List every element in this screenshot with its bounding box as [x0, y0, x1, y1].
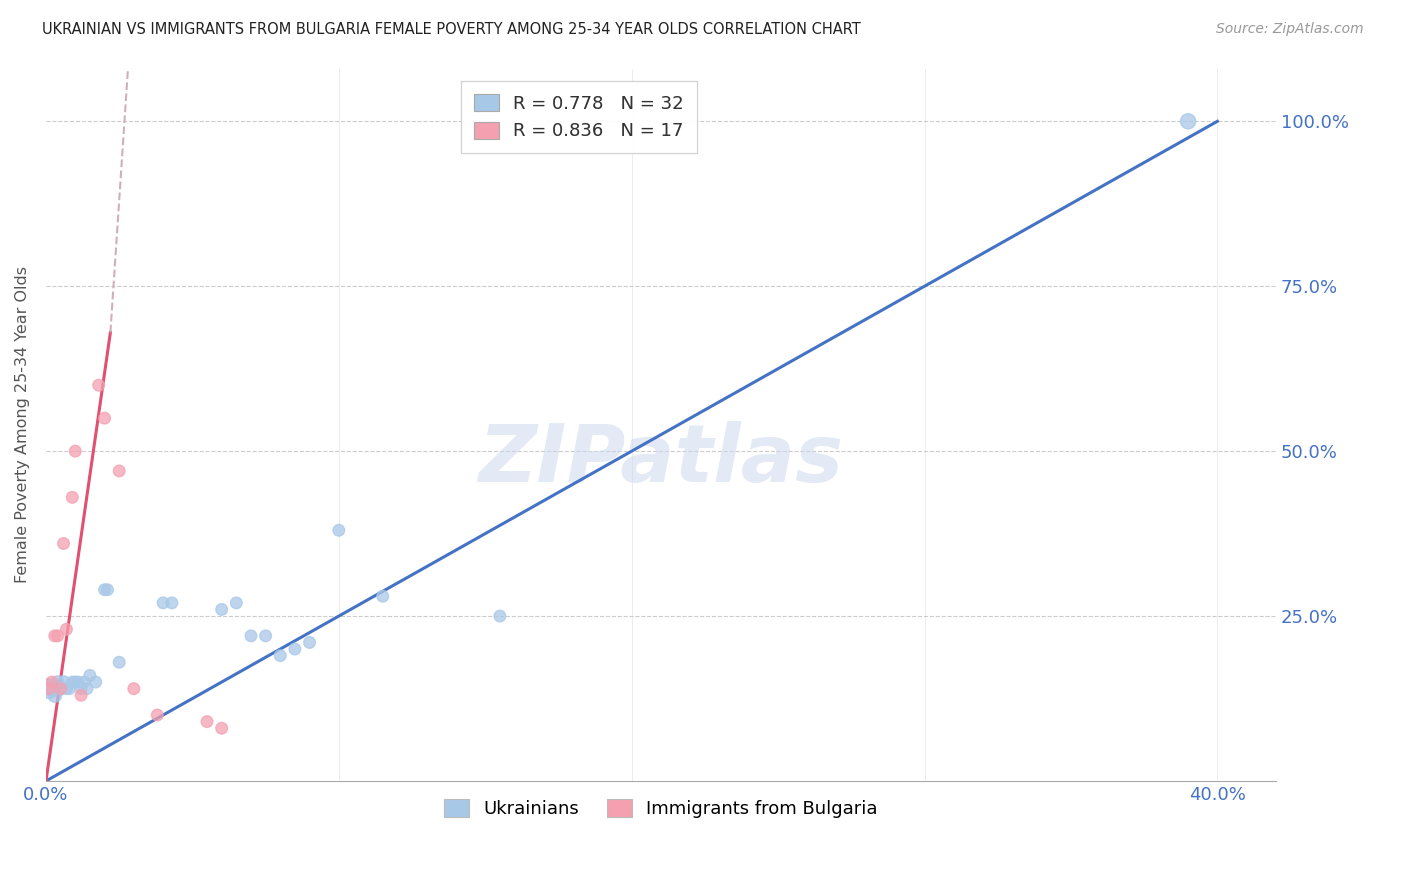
Point — [65, 675, 87, 690]
Point — [108, 464, 131, 478]
Text: ZIPatlas: ZIPatlas — [478, 421, 844, 500]
Point — [46, 675, 69, 690]
Point — [87, 378, 110, 392]
Point — [1177, 114, 1199, 128]
Point — [44, 629, 66, 643]
Point — [298, 635, 321, 649]
Point — [41, 675, 63, 690]
Point — [76, 681, 98, 696]
Point — [70, 681, 93, 696]
Point — [269, 648, 291, 663]
Point — [239, 629, 262, 643]
Point — [254, 629, 277, 643]
Point — [49, 681, 72, 696]
Point — [489, 609, 512, 624]
Point — [41, 681, 63, 696]
Point — [122, 681, 145, 696]
Point — [55, 681, 77, 696]
Point — [73, 675, 96, 690]
Text: Source: ZipAtlas.com: Source: ZipAtlas.com — [1216, 22, 1364, 37]
Point — [52, 675, 75, 690]
Point — [46, 629, 69, 643]
Point — [67, 675, 90, 690]
Point — [44, 688, 66, 702]
Point — [93, 582, 115, 597]
Point — [160, 596, 183, 610]
Point — [211, 602, 233, 616]
Point — [284, 642, 307, 657]
Legend: Ukrainians, Immigrants from Bulgaria: Ukrainians, Immigrants from Bulgaria — [437, 792, 884, 825]
Point — [60, 491, 83, 505]
Point — [79, 668, 101, 682]
Point — [93, 411, 115, 425]
Point — [371, 589, 394, 603]
Point — [195, 714, 218, 729]
Point — [65, 444, 87, 458]
Point — [60, 675, 83, 690]
Point — [225, 596, 247, 610]
Point — [70, 688, 93, 702]
Text: UKRAINIAN VS IMMIGRANTS FROM BULGARIA FEMALE POVERTY AMONG 25-34 YEAR OLDS CORRE: UKRAINIAN VS IMMIGRANTS FROM BULGARIA FE… — [42, 22, 860, 37]
Point — [55, 622, 77, 636]
Point — [49, 681, 72, 696]
Point — [38, 681, 60, 696]
Point — [38, 681, 60, 696]
Point — [58, 681, 80, 696]
Y-axis label: Female Poverty Among 25-34 Year Olds: Female Poverty Among 25-34 Year Olds — [15, 266, 30, 583]
Point — [108, 655, 131, 669]
Point — [211, 721, 233, 735]
Point — [96, 582, 118, 597]
Point — [84, 675, 107, 690]
Point — [152, 596, 174, 610]
Point — [52, 536, 75, 550]
Point — [146, 708, 169, 723]
Point — [328, 524, 350, 538]
